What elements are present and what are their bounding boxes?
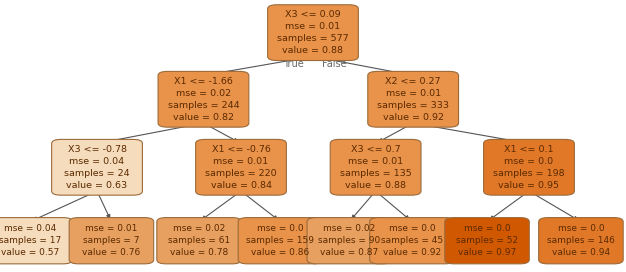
Text: X1 <= -0.76
mse = 0.01
samples = 220
value = 0.84: X1 <= -0.76 mse = 0.01 samples = 220 val… [205,144,277,190]
FancyBboxPatch shape [158,72,249,127]
FancyBboxPatch shape [268,5,358,61]
Text: mse = 0.0
samples = 45
value = 0.92: mse = 0.0 samples = 45 value = 0.92 [381,224,443,257]
FancyBboxPatch shape [51,139,143,195]
FancyBboxPatch shape [0,218,73,264]
Text: X3 <= 0.09
mse = 0.01
samples = 577
value = 0.88: X3 <= 0.09 mse = 0.01 samples = 577 valu… [277,10,349,55]
FancyBboxPatch shape [538,218,623,264]
Text: X3 <= 0.7
mse = 0.01
samples = 135
value = 0.88: X3 <= 0.7 mse = 0.01 samples = 135 value… [340,144,411,190]
FancyBboxPatch shape [368,72,458,127]
Text: X1 <= 0.1
mse = 0.0
samples = 198
value = 0.95: X1 <= 0.1 mse = 0.0 samples = 198 value … [493,144,565,190]
Text: False: False [322,59,347,69]
Text: X1 <= -1.66
mse = 0.02
samples = 244
value = 0.82: X1 <= -1.66 mse = 0.02 samples = 244 val… [168,76,239,122]
Text: mse = 0.0
samples = 52
value = 0.97: mse = 0.0 samples = 52 value = 0.97 [456,224,518,257]
Text: X3 <= -0.78
mse = 0.04
samples = 24
value = 0.63: X3 <= -0.78 mse = 0.04 samples = 24 valu… [64,144,130,190]
FancyBboxPatch shape [238,218,323,264]
FancyBboxPatch shape [444,218,530,264]
Text: X2 <= 0.27
mse = 0.01
samples = 333
value = 0.92: X2 <= 0.27 mse = 0.01 samples = 333 valu… [377,76,449,122]
FancyBboxPatch shape [156,218,242,264]
Text: mse = 0.01
samples = 7
value = 0.76: mse = 0.01 samples = 7 value = 0.76 [82,224,141,257]
Text: mse = 0.02
samples = 61
value = 0.78: mse = 0.02 samples = 61 value = 0.78 [168,224,230,257]
FancyBboxPatch shape [307,218,392,264]
Text: mse = 0.0
samples = 159
value = 0.86: mse = 0.0 samples = 159 value = 0.86 [247,224,314,257]
Text: mse = 0.02
samples = 90
value = 0.87: mse = 0.02 samples = 90 value = 0.87 [318,224,381,257]
Text: True: True [283,59,304,69]
FancyBboxPatch shape [483,139,575,195]
FancyBboxPatch shape [331,139,421,195]
FancyBboxPatch shape [195,139,287,195]
FancyBboxPatch shape [69,218,153,264]
Text: mse = 0.0
samples = 146
value = 0.94: mse = 0.0 samples = 146 value = 0.94 [547,224,615,257]
FancyBboxPatch shape [369,218,454,264]
Text: mse = 0.04
samples = 17
value = 0.57: mse = 0.04 samples = 17 value = 0.57 [0,224,61,257]
